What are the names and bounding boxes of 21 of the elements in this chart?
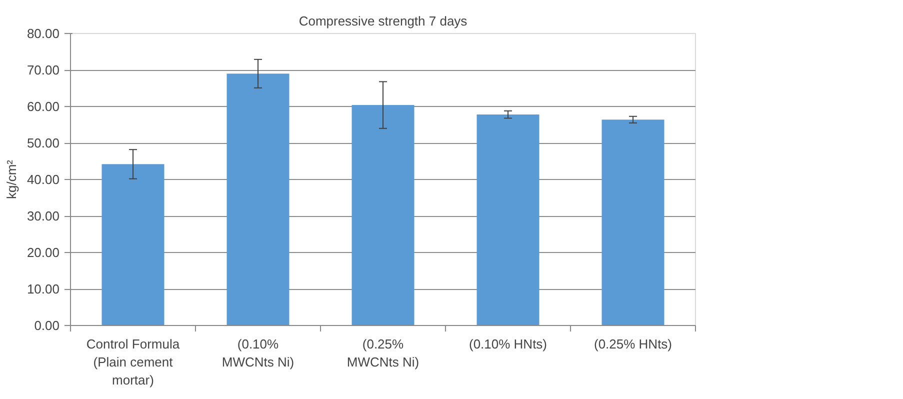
y-tick-label: 80.00: [26, 26, 60, 41]
x-tick-label: (0.25% MWCNts Ni): [346, 336, 420, 370]
y-axis-title: kg/cm²: [4, 159, 19, 199]
y-tick-label: 10.00: [26, 282, 60, 296]
y-tick-label: 60.00: [26, 99, 60, 114]
bar: [602, 120, 664, 326]
y-tick-label: 50.00: [26, 136, 60, 150]
x-tick-label: (0.10% HNts): [468, 336, 548, 352]
y-tick-label: 20.00: [26, 245, 60, 260]
y-tick-label: 0.00: [34, 318, 60, 333]
y-tick-label: 30.00: [26, 208, 60, 224]
bar: [226, 74, 290, 326]
bar: [102, 164, 164, 326]
x-tick-label: Control Formula (Plain cement mortar): [86, 336, 180, 388]
chart-title: Compressive strength 7 days: [298, 14, 468, 28]
x-tick-label: (0.10% MWCNts Ni): [222, 336, 294, 370]
bar: [352, 105, 414, 326]
y-tick-label: 70.00: [26, 62, 60, 78]
x-tick-label: (0.25% HNts): [594, 336, 672, 352]
y-tick-label: 40.00: [26, 172, 60, 187]
bar: [476, 114, 540, 326]
